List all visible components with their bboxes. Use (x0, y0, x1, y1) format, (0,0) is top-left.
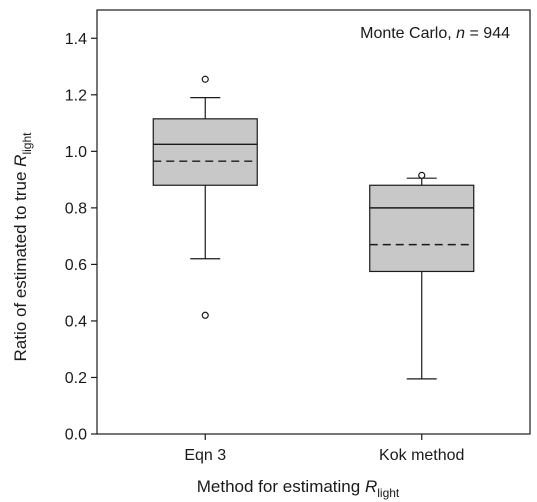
y-tick-label: 0.4 (65, 313, 87, 330)
outlier-point (201, 75, 209, 83)
x-ticks: Eqn 3 Kok method (184, 434, 464, 464)
y-tick-label: 0.8 (65, 200, 87, 217)
box-iqr (152, 118, 258, 186)
y-axis-title-prefix: Ratio of estimated to true (11, 167, 30, 362)
plot-frame (96, 9, 531, 435)
x-tick-label: Eqn 3 (184, 447, 226, 464)
x-tick-label: Kok method (379, 447, 464, 464)
annotation-italic: n (456, 25, 465, 42)
y-tick-label: 0.2 (65, 370, 87, 387)
y-ticks: 0.0 0.2 0.4 0.6 0.8 1.0 1.2 1.4 (65, 31, 97, 444)
y-tick-label: 0.0 (65, 427, 87, 444)
y-tick-label: 1.0 (65, 144, 87, 161)
x-axis-title-prefix: Method for estimating (197, 477, 365, 496)
x-axis-title-subscript: light (377, 486, 400, 500)
annotation-suffix: = 944 (465, 25, 510, 42)
axes (96, 9, 531, 435)
outlier-point (201, 311, 209, 319)
box-group (152, 75, 258, 319)
box-group (369, 171, 475, 380)
y-axis-title: Ratio of estimated to true Rlight (11, 132, 34, 362)
y-axis-title-subscript: light (20, 132, 34, 155)
outlier-point (418, 171, 426, 179)
y-tick-label: 1.4 (65, 31, 87, 48)
boxes (152, 75, 475, 380)
box-iqr (369, 184, 475, 273)
y-tick-label: 0.6 (65, 257, 87, 274)
y-axis-title-italic: R (11, 155, 30, 167)
x-axis-title: Method for estimating Rlight (197, 477, 400, 500)
y-tick-label: 1.2 (65, 87, 87, 104)
x-axis-title-italic: R (365, 477, 377, 496)
sample-size-annotation: Monte Carlo, n = 944 (360, 25, 510, 42)
annotation-prefix: Monte Carlo, (360, 25, 456, 42)
